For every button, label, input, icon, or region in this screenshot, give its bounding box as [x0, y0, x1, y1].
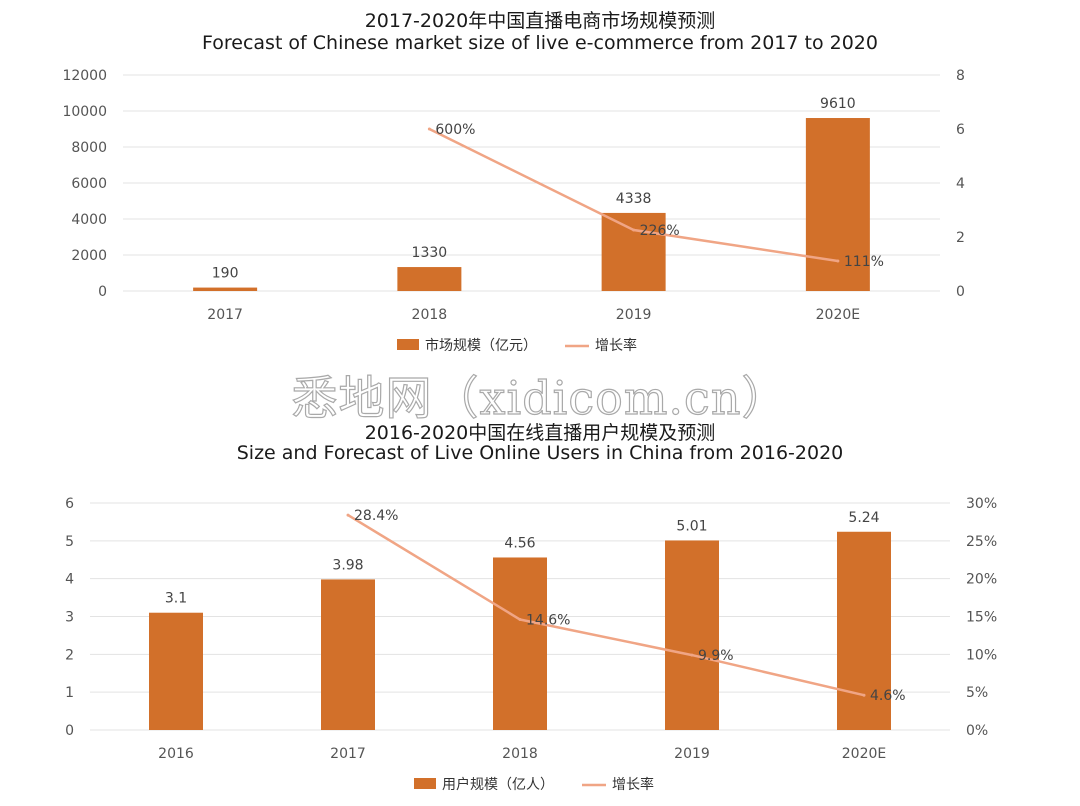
chart1-bar-value-label: 4338: [616, 191, 652, 207]
chart2-y2-tick-label: 25%: [966, 534, 997, 550]
chart1-growth-label: 111%: [844, 254, 884, 270]
chart2-growth-point: [518, 618, 522, 622]
chart2-bar-value-label: 5.24: [848, 510, 879, 526]
chart2-bar: [321, 579, 375, 730]
chart1-subtitle: Forecast of Chinese market size of live …: [202, 32, 878, 54]
chart1-y2-tick-label: 8: [956, 68, 965, 84]
chart1-y-tick-label: 12000: [62, 68, 107, 84]
chart2-bar-value-label: 5.01: [676, 518, 707, 534]
chart1-growth-point: [427, 127, 431, 131]
chart2-subtitle: Size and Forecast of Live Online Users i…: [236, 442, 844, 464]
chart2-y-tick-label: 2: [65, 647, 74, 663]
chart2-title: 2016-2020中国在线直播用户规模及预测: [364, 422, 716, 444]
chart2-y-tick-label: 5: [65, 534, 74, 550]
chart2-growth-point: [346, 513, 350, 517]
chart1-title: 2017-2020年中国直播电商市场规模预测: [364, 10, 716, 32]
chart2-bar-value-label: 3.98: [332, 557, 363, 573]
chart1-growth-label: 226%: [640, 223, 680, 239]
chart2-bar: [149, 612, 203, 730]
chart1-y2-tick-label: 4: [956, 176, 965, 192]
chart2-y-tick-label: 3: [65, 610, 74, 626]
chart2-bar-value-label: 3.1: [165, 591, 187, 607]
chart2-y-tick-label: 4: [65, 572, 74, 588]
chart2-growth-label: 9.9%: [698, 648, 734, 664]
chart2-y2-tick-label: 0%: [966, 723, 988, 739]
chart2-y2-tick-label: 10%: [966, 647, 997, 663]
chart2-y2-tick-label: 30%: [966, 496, 997, 512]
chart2-bar-value-label: 4.56: [504, 535, 535, 551]
chart1-legend-bar-swatch: [397, 339, 419, 350]
chart2-y-tick-label: 1: [65, 685, 74, 701]
chart1-y-tick-label: 10000: [62, 104, 107, 120]
chart1-bar: [601, 212, 666, 291]
chart1-bar: [193, 287, 258, 291]
chart2-x-tick-label: 2017: [330, 746, 366, 762]
chart2-growth-label: 14.6%: [526, 613, 570, 629]
watermark: 悉地网（xidicom.cn）: [291, 370, 789, 425]
chart2-growth-point: [862, 693, 866, 697]
chart2-y2-tick-label: 20%: [966, 572, 997, 588]
chart2-y2-tick-label: 5%: [966, 685, 988, 701]
chart2-legend-bar-label: 用户规模（亿人）: [442, 776, 554, 793]
chart2-x-tick-label: 2019: [674, 746, 710, 762]
chart2-x-tick-label: 2020E: [842, 746, 886, 762]
chart2-y-tick-label: 6: [65, 496, 74, 512]
chart1-y-tick-label: 0: [98, 284, 107, 300]
chart1-x-tick-label: 2018: [412, 307, 448, 323]
chart2-bar: [493, 557, 547, 730]
chart2-legend-bar-swatch: [414, 778, 436, 789]
chart1-y-tick-label: 8000: [71, 140, 107, 156]
chart1-y-tick-label: 6000: [71, 176, 107, 192]
chart1-x-tick-label: 2019: [616, 307, 652, 323]
chart1-y-tick-label: 2000: [71, 248, 107, 264]
chart2-growth-point: [690, 653, 694, 657]
chart1-y2-tick-label: 6: [956, 122, 965, 138]
chart1-y2-tick-label: 2: [956, 230, 965, 246]
chart1-x-tick-label: 2017: [207, 307, 243, 323]
chart2-bar: [665, 540, 719, 730]
chart2-growth-line: [347, 514, 865, 697]
chart1-legend-line-label: 增长率: [595, 337, 637, 354]
chart1-bar-value-label: 9610: [820, 96, 856, 112]
chart1-y2-tick-label: 0: [956, 284, 965, 300]
chart1-bar: [397, 267, 462, 291]
chart2-x-tick-label: 2016: [158, 746, 194, 762]
chart2-x-tick-label: 2018: [502, 746, 538, 762]
chart1-market-size: 0 2000 4000 6000 8000 10000 12000 0 2 4 6 8 190 2017 1…: [62, 68, 965, 354]
chart1-legend-bar-label: 市场规模（亿元）: [425, 337, 537, 354]
chart2-growth-label: 4.6%: [870, 688, 906, 704]
chart2-y2-tick-label: 15%: [966, 610, 997, 626]
chart1-y-tick-label: 4000: [71, 212, 107, 228]
chart1-growth-point: [836, 259, 840, 263]
chart1-bar-value-label: 190: [212, 266, 239, 282]
chart1-growth-label: 600%: [435, 122, 475, 138]
chart2-bar: [837, 531, 891, 730]
chart2-growth-label: 28.4%: [354, 508, 398, 524]
chart2-legend-line-label: 增长率: [612, 776, 654, 793]
chart2-y-tick-label: 0: [65, 723, 74, 739]
chart1-growth-point: [632, 228, 636, 232]
chart1-bar-value-label: 1330: [412, 245, 448, 261]
chart1-x-tick-label: 2020E: [816, 307, 860, 323]
